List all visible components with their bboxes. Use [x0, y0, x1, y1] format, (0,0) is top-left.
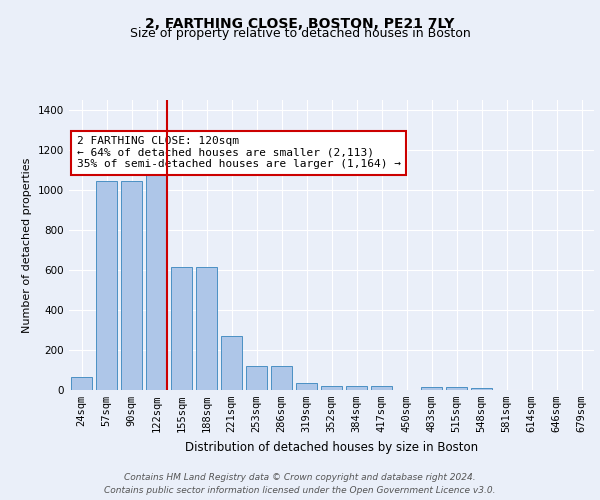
Text: 2, FARTHING CLOSE, BOSTON, PE21 7LY: 2, FARTHING CLOSE, BOSTON, PE21 7LY: [145, 18, 455, 32]
Text: Size of property relative to detached houses in Boston: Size of property relative to detached ho…: [130, 28, 470, 40]
Bar: [346, 386, 367, 390]
Bar: [146, 164, 167, 390]
Bar: [171, 267, 192, 390]
Text: Contains HM Land Registry data © Crown copyright and database right 2024.
Contai: Contains HM Land Registry data © Crown c…: [104, 474, 496, 495]
Bar: [296, 383, 317, 390]
Bar: [221, 336, 242, 390]
X-axis label: Distribution of detached houses by size in Boston: Distribution of detached houses by size …: [185, 440, 478, 454]
Bar: [71, 377, 92, 390]
Bar: [471, 388, 492, 390]
Text: 2 FARTHING CLOSE: 120sqm
← 64% of detached houses are smaller (2,113)
35% of sem: 2 FARTHING CLOSE: 120sqm ← 64% of detach…: [77, 136, 401, 170]
Bar: [196, 267, 217, 390]
Bar: [121, 181, 142, 390]
Y-axis label: Number of detached properties: Number of detached properties: [22, 158, 32, 332]
Bar: [96, 181, 117, 390]
Bar: [321, 386, 342, 390]
Bar: [446, 387, 467, 390]
Bar: [421, 387, 442, 390]
Bar: [271, 366, 292, 390]
Bar: [371, 386, 392, 390]
Bar: [246, 366, 267, 390]
